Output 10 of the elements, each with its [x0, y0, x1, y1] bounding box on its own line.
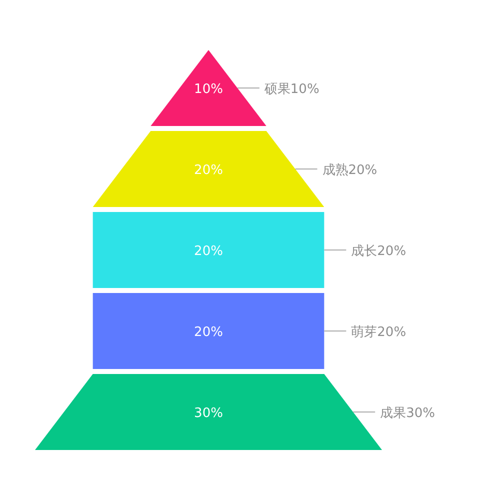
category-label: 成长20%	[351, 244, 406, 259]
data-label: 30%	[194, 406, 223, 421]
category-label: 萌芽20%	[351, 325, 406, 340]
category-label: 硕果10%	[264, 82, 320, 97]
data-label: 20%	[194, 325, 223, 340]
data-label: 20%	[194, 163, 223, 178]
data-label: 20%	[194, 244, 223, 259]
category-label: 成熟20%	[322, 163, 378, 178]
data-label: 10%	[194, 82, 223, 97]
category-label: 成果30%	[380, 406, 435, 421]
